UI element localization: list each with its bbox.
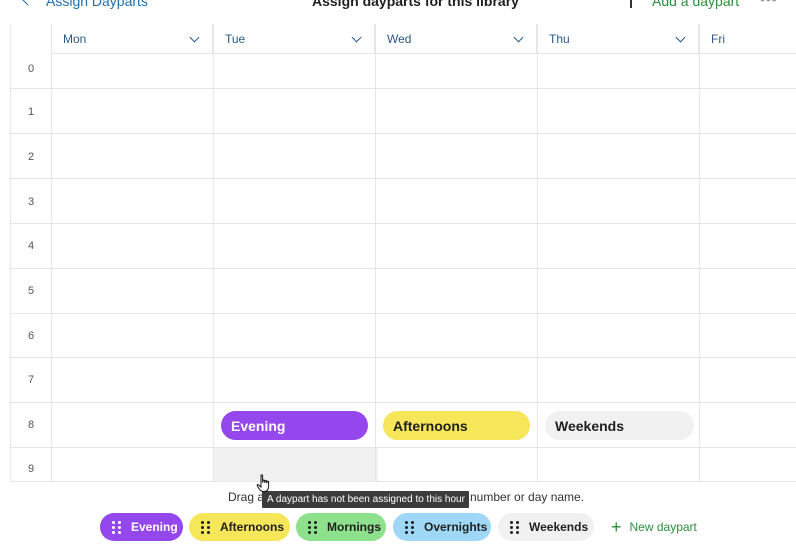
daypart-chip-weekends[interactable]: Weekends <box>498 513 594 541</box>
daypart-label: Afternoons <box>393 417 468 434</box>
hour-row[interactable]: 7 <box>11 358 796 403</box>
hour-row[interactable]: 3 <box>11 179 796 224</box>
hour-label[interactable]: 9 <box>27 463 35 475</box>
drag-handle-icon[interactable] <box>112 520 121 534</box>
day-name: Tue <box>225 31 246 46</box>
daypart-chip-mornings[interactable]: Mornings <box>296 513 386 541</box>
divider <box>630 0 632 8</box>
chip-label: Weekends <box>529 520 589 534</box>
chip-label: Evening <box>131 520 178 534</box>
hour-label[interactable]: 0 <box>27 63 35 75</box>
grid-bottom-border <box>10 481 796 482</box>
new-daypart-button[interactable]: + New daypart <box>611 513 697 541</box>
day-header-tue[interactable]: Tue <box>213 24 375 54</box>
column-divider <box>699 24 700 482</box>
daypart-chip-evening[interactable]: Evening <box>100 513 183 541</box>
hour-label[interactable]: 8 <box>27 419 35 431</box>
chevron-down-icon[interactable] <box>351 32 362 43</box>
add-daypart-link[interactable]: Add a daypart <box>652 0 740 9</box>
assigned-daypart-wed-8[interactable]: Afternoons <box>383 411 530 440</box>
hour-row[interactable]: 1 <box>11 89 796 134</box>
chevron-down-icon[interactable] <box>513 32 524 43</box>
column-divider <box>51 24 52 482</box>
column-divider <box>537 24 538 482</box>
hour-label[interactable]: 4 <box>27 240 35 252</box>
chevron-left-icon <box>22 0 34 6</box>
more-options-icon[interactable]: ••• <box>760 0 778 12</box>
drag-handle-icon[interactable] <box>201 520 210 534</box>
day-header-wed[interactable]: Wed <box>375 24 537 54</box>
back-link[interactable]: Assign Dayparts <box>22 0 148 12</box>
day-name: Fri <box>711 31 725 46</box>
daypart-chip-afternoons[interactable]: Afternoons <box>189 513 290 541</box>
day-name: Wed <box>387 31 412 46</box>
hour-row[interactable]: 5 <box>11 269 796 314</box>
day-name: Thu <box>549 31 570 46</box>
column-divider <box>375 24 376 482</box>
daypart-label: Evening <box>231 417 286 434</box>
day-header-thu[interactable]: Thu <box>537 24 699 54</box>
day-header-mon[interactable]: Mon <box>51 24 213 54</box>
hour-row[interactable]: 8 <box>11 403 796 448</box>
chip-label: Overnights <box>424 520 488 534</box>
plus-icon: + <box>611 517 622 537</box>
page-title: Assign dayparts for this library <box>312 0 519 9</box>
hovered-cell[interactable] <box>214 448 378 482</box>
back-link-label: Assign Dayparts <box>46 0 148 9</box>
new-daypart-label: New daypart <box>629 520 697 534</box>
tooltip: A daypart has not been assigned to this … <box>262 491 469 508</box>
chip-label: Afternoons <box>220 520 284 534</box>
chevron-down-icon[interactable] <box>675 32 686 43</box>
drag-handle-icon[interactable] <box>510 520 519 534</box>
hour-label[interactable]: 2 <box>27 151 35 163</box>
daypart-chip-overnights[interactable]: Overnights <box>393 513 491 541</box>
day-name: Mon <box>63 31 87 46</box>
schedule-grid: Mon Tue Wed Thu Fri 0 1 2 3 4 5 6 <box>10 24 796 482</box>
hand-cursor-icon <box>256 474 270 492</box>
drag-handle-icon[interactable] <box>308 520 317 534</box>
chip-label: Mornings <box>327 520 381 534</box>
top-bar: Assign Dayparts Assign dayparts for this… <box>0 0 796 12</box>
chevron-down-icon[interactable] <box>189 32 200 43</box>
hour-label[interactable]: 1 <box>27 106 35 118</box>
day-header-fri[interactable]: Fri <box>699 24 796 54</box>
hour-row[interactable]: 4 <box>11 224 796 269</box>
drag-handle-icon[interactable] <box>405 520 414 534</box>
assigned-daypart-thu-8[interactable]: Weekends <box>545 411 694 440</box>
hour-label[interactable]: 6 <box>27 330 35 342</box>
hour-row[interactable]: 0 <box>11 54 796 89</box>
hour-label[interactable]: 5 <box>27 285 35 297</box>
assigned-daypart-tue-8[interactable]: Evening <box>221 411 368 440</box>
daypart-label: Weekends <box>555 417 624 434</box>
hour-label[interactable]: 3 <box>27 196 35 208</box>
column-divider <box>213 24 214 482</box>
hour-row[interactable]: 2 <box>11 134 796 179</box>
hour-row[interactable]: 9 <box>11 448 796 482</box>
hour-label[interactable]: 7 <box>27 374 35 386</box>
instruction-text-start: Drag a <box>228 490 265 504</box>
hour-row[interactable]: 6 <box>11 314 796 358</box>
instruction-text-end: number or day name. <box>470 490 585 504</box>
